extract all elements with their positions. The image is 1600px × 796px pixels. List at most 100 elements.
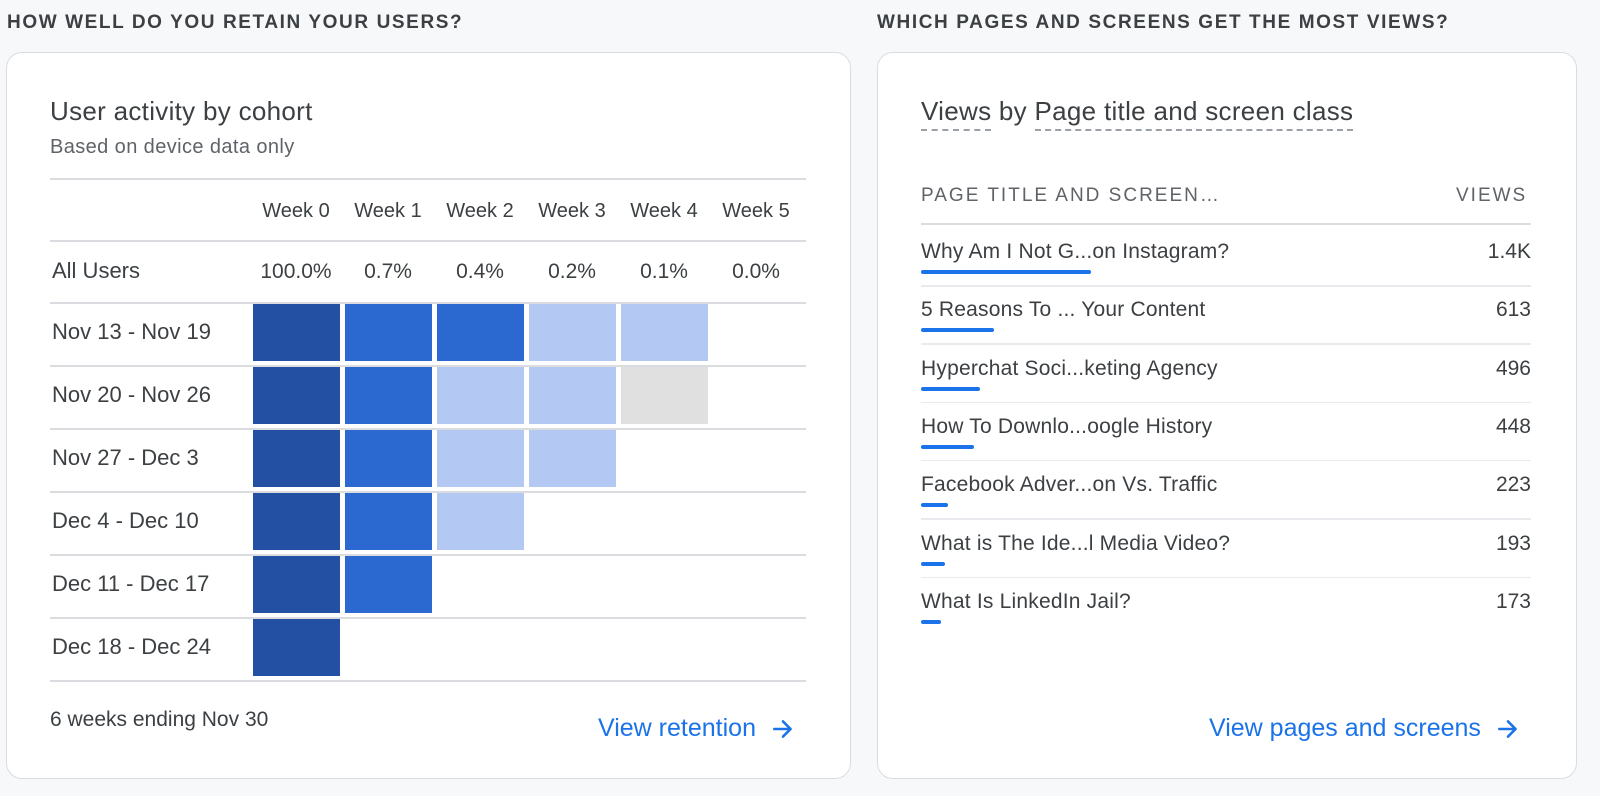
cohort-cell[interactable]: [437, 493, 524, 550]
page-views-bar: [921, 503, 948, 508]
cohort-row-label: Nov 20 - Nov 26: [52, 382, 211, 407]
page-row-divider: [921, 401, 1531, 404]
page-views: 1.4K: [1487, 240, 1531, 263]
page-row-divider: [921, 459, 1531, 462]
week-header: Week 0: [262, 200, 330, 222]
page-row[interactable]: What Is LinkedIn Jail? 173: [921, 580, 1531, 638]
retention-card-title: User activity by cohort: [50, 96, 313, 126]
all-users-value: 0.4%: [456, 260, 504, 283]
cohort-cell[interactable]: [345, 367, 432, 424]
page-views-bar: [921, 270, 1091, 274]
page-row-divider: [921, 343, 1531, 345]
week-header: Week 4: [630, 200, 698, 222]
cohort-row-divider: [50, 365, 806, 367]
cohort-cell[interactable]: [253, 430, 340, 487]
cohort-row-divider: [50, 491, 806, 493]
view-retention-label: View retention: [598, 714, 756, 742]
page-title: How To Downlo...oogle History: [921, 414, 1213, 438]
page-views-bar: [921, 561, 945, 566]
page-views-bar: [921, 328, 994, 333]
cohort-cell[interactable]: [345, 304, 432, 361]
page-title: What is The Ide...l Media Video?: [921, 531, 1231, 555]
page-title: 5 Reasons To ... Your Content: [921, 298, 1206, 322]
cohort-cell[interactable]: [253, 367, 340, 424]
cohort-cell[interactable]: [529, 367, 616, 424]
page-title: What Is LinkedIn Jail?: [921, 589, 1131, 613]
page-row-divider: [921, 285, 1531, 287]
cohort-row-label: Dec 11 - Dec 17: [52, 571, 210, 596]
page-views: 496: [1495, 356, 1531, 380]
pages-card-title: Views by Page title and screen class: [921, 96, 1354, 131]
cohort-row-label: Dec 18 - Dec 24: [52, 634, 211, 659]
view-pages-label: View pages and screens: [1209, 714, 1481, 742]
week-header: Week 3: [538, 200, 606, 222]
cohort-cell[interactable]: [253, 619, 340, 676]
table-bottom-divider: [50, 680, 806, 682]
all-users-label: All Users: [52, 258, 141, 283]
cohort-cell[interactable]: [529, 304, 616, 361]
cohort-row-divider: [50, 428, 806, 430]
page-views: 223: [1495, 473, 1531, 497]
arrow-right-icon: [773, 719, 792, 738]
pages-section-heading: WHICH PAGES AND SCREENS GET THE MOST VIE…: [877, 12, 1450, 33]
week-header: Week 1: [354, 200, 422, 222]
retention-card-subtitle: Based on device data only: [50, 136, 295, 158]
cohort-row-divider: [50, 302, 806, 304]
page-views: 173: [1495, 589, 1531, 613]
cohort-cell[interactable]: [437, 367, 524, 424]
all-users-value: 0.2%: [548, 260, 596, 283]
page-views-bar: [921, 444, 974, 449]
dimension-selector[interactable]: Page title and screen class: [1034, 96, 1354, 131]
cohort-cell[interactable]: [529, 430, 616, 487]
page-title: Why Am I Not G...on Instagram?: [921, 240, 1230, 263]
cohort-cell[interactable]: [437, 304, 524, 361]
page-views-bar: [921, 619, 941, 624]
page-row-divider: [921, 518, 1531, 520]
page-title: Facebook Adver...on Vs. Traffic: [921, 473, 1218, 497]
page-title: Hyperchat Soci...keting Agency: [921, 356, 1218, 380]
page-row[interactable]: How To Downlo...oogle History 448: [921, 405, 1531, 463]
views-column-header: VIEWS: [1456, 185, 1528, 206]
cohort-cell[interactable]: [345, 430, 432, 487]
page-row[interactable]: Hyperchat Soci...keting Agency 496: [921, 347, 1531, 405]
all-users-value: 0.7%: [364, 260, 412, 283]
page-views-bar: [921, 386, 980, 391]
all-users-value: 100.0%: [260, 260, 332, 283]
all-users-value: 0.0%: [732, 260, 780, 283]
date-range-note: 6 weeks ending Nov 30: [50, 708, 269, 731]
all-users-value: 0.1%: [640, 260, 688, 283]
page-row[interactable]: 5 Reasons To ... Your Content 613: [921, 288, 1531, 346]
view-pages-link[interactable]: View pages and screens: [1209, 714, 1521, 743]
view-retention-link[interactable]: View retention: [598, 714, 796, 743]
page-row[interactable]: Facebook Adver...on Vs. Traffic 223: [921, 463, 1531, 521]
page-row[interactable]: Why Am I Not G...on Instagram? 1.4K: [921, 230, 1531, 288]
cohort-row-divider: [50, 554, 806, 556]
cohort-cell[interactable]: [621, 304, 708, 361]
arrow-right-icon: [1497, 719, 1517, 738]
cohort-cell[interactable]: [253, 556, 340, 613]
retention-section-heading: HOW WELL DO YOU RETAIN YOUR USERS?: [7, 12, 464, 33]
week-header: Week 2: [446, 200, 514, 222]
page-views: 193: [1495, 531, 1531, 555]
cohort-cell[interactable]: [621, 367, 708, 424]
cohort-row-label: Nov 13 - Nov 19: [52, 319, 211, 344]
table-top-divider: [50, 178, 806, 180]
page-row[interactable]: What is The Ide...l Media Video? 193: [921, 522, 1531, 580]
cohort-cell[interactable]: [253, 493, 340, 550]
pages-card: [877, 52, 1577, 779]
page-views: 613: [1495, 298, 1531, 322]
cohort-cell[interactable]: [345, 556, 432, 613]
header-divider: [50, 240, 806, 242]
cohort-row-label: Nov 27 - Dec 3: [52, 445, 199, 470]
page-title-column-header: PAGE TITLE AND SCREEN…: [921, 185, 1221, 206]
metric-selector[interactable]: Views: [921, 96, 992, 131]
pages-header-divider: [921, 223, 1531, 225]
cohort-cell[interactable]: [345, 493, 432, 550]
cohort-row-label: Dec 4 - Dec 10: [52, 508, 199, 533]
cohort-row-divider: [50, 617, 806, 619]
cohort-cell[interactable]: [437, 430, 524, 487]
week-header: Week 5: [722, 200, 790, 222]
title-by-word: by: [998, 96, 1027, 126]
page-views: 448: [1495, 414, 1531, 438]
cohort-cell[interactable]: [253, 304, 340, 361]
